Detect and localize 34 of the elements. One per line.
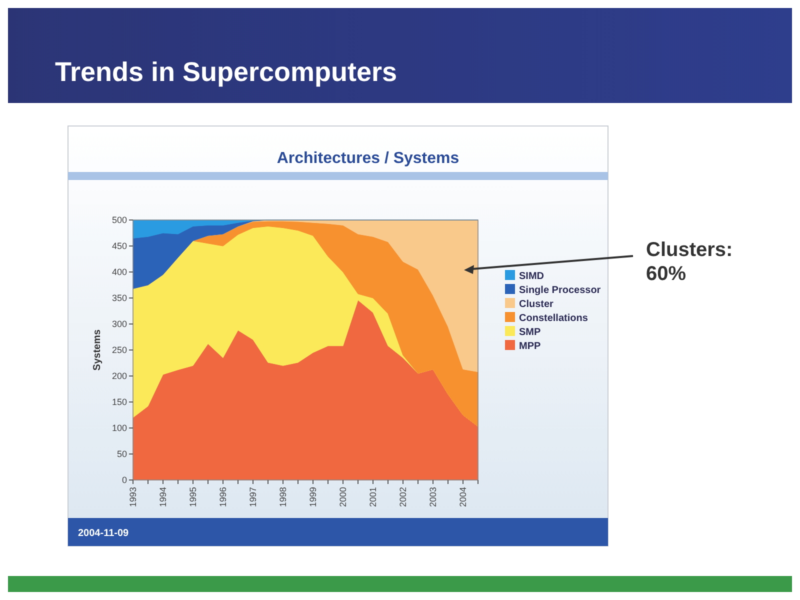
x-tick-label: 2001: [368, 487, 378, 508]
y-tick-label: 500: [112, 215, 127, 226]
y-tick-label: 50: [116, 449, 127, 460]
y-tick-label: 400: [112, 267, 127, 278]
x-tick-label: 1993: [128, 487, 138, 508]
y-axis-title: Systems: [92, 328, 103, 371]
y-tick-label: 150: [112, 397, 127, 408]
text: 2004-11-09: [78, 528, 130, 539]
y-tick-label: 350: [112, 293, 127, 304]
legend-label: SMP: [519, 327, 541, 338]
x-tick-label: 1995: [188, 487, 198, 508]
legend-label: Cluster: [519, 299, 554, 310]
legend-label: Single Processor: [519, 285, 601, 296]
y-tick-label: 450: [112, 241, 127, 252]
text: Clusters: 60%: [646, 239, 733, 285]
x-tick-label: 2002: [398, 487, 408, 508]
legend-label: MPP: [519, 341, 541, 352]
y-tick-label: 100: [112, 423, 127, 434]
x-tick-label: 1999: [308, 487, 318, 508]
y-tick-label: 250: [112, 345, 127, 356]
legend-label: Constellations: [519, 313, 588, 324]
chart-title: Trends in Supercomputers: [55, 57, 398, 87]
x-tick-label: 2000: [338, 487, 348, 508]
y-tick-label: 300: [112, 319, 127, 330]
x-tick-label: 1997: [248, 487, 258, 508]
chart-subtitle: Architectures / Systems: [276, 150, 460, 167]
x-tick-label: 1998: [278, 487, 288, 508]
y-tick-label: 200: [112, 371, 127, 382]
legend-label: SIMD: [519, 271, 544, 282]
y-tick-label: 0: [122, 475, 127, 486]
x-tick-label: 2003: [428, 487, 438, 508]
x-tick-label: 1996: [218, 487, 228, 508]
x-tick-label: 1994: [158, 487, 168, 508]
x-tick-label: 2004: [458, 487, 468, 508]
